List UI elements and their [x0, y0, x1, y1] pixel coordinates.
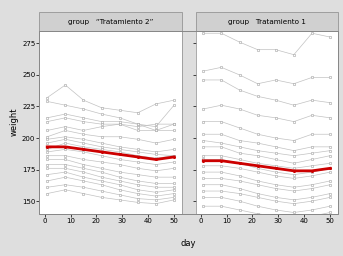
Text: day: day [181, 239, 197, 248]
Text: group   “Tratamiento 2”: group “Tratamiento 2” [68, 18, 153, 25]
Text: group   Tratamiento 1: group Tratamiento 1 [228, 18, 306, 25]
Y-axis label: weight: weight [10, 108, 19, 136]
